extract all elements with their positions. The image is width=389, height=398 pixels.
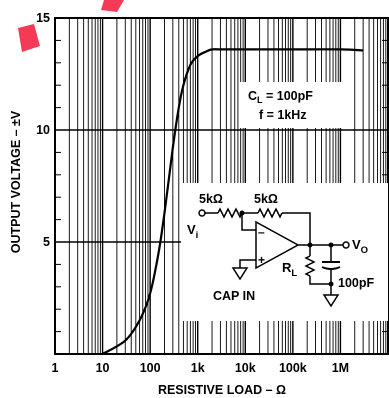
feedback-wire bbox=[282, 212, 311, 245]
op-amp bbox=[255, 220, 300, 270]
series-line bbox=[102, 48, 364, 355]
ground-symbol-input bbox=[231, 267, 249, 281]
x-tick-label: 1k bbox=[191, 361, 205, 375]
ground-symbol-output bbox=[322, 294, 340, 308]
rl-label: RL bbox=[282, 260, 297, 279]
x-tick-label: 10k bbox=[235, 361, 256, 375]
x-axis-label: RESISTIVE LOAD – Ω bbox=[158, 383, 286, 397]
x-tick-label: 1M bbox=[332, 361, 349, 375]
annotation-cl-value: = 100pF bbox=[263, 89, 314, 103]
x-tick-label: 100 bbox=[140, 361, 161, 375]
load-resistor-wire-bottom bbox=[309, 276, 331, 285]
rl-sub: L bbox=[291, 268, 297, 279]
vout-text: V bbox=[352, 237, 361, 252]
watermark-shape bbox=[18, 24, 40, 52]
resistor-r2 bbox=[257, 207, 283, 219]
inverting-wire bbox=[241, 213, 256, 231]
x-tick-label: 1 bbox=[52, 361, 59, 375]
output-terminal bbox=[342, 241, 350, 249]
vin-text: V bbox=[187, 222, 196, 237]
annotation-capacitance: CL = 100pF bbox=[248, 89, 313, 105]
y-tick-label: 10 bbox=[36, 123, 50, 137]
junction-dot bbox=[239, 210, 245, 216]
resistor-r1 bbox=[217, 207, 243, 219]
x-tick-label: 10 bbox=[96, 361, 110, 375]
vout-sub: O bbox=[361, 245, 368, 256]
y-tick-label: 5 bbox=[43, 235, 50, 249]
circuit-diagram: 5kΩ 5kΩ Vi – + CAP IN VO RL bbox=[181, 183, 388, 321]
tick-labels: 1 10 100 1k 10k 100k 1M 5 10 15 bbox=[36, 11, 349, 375]
rl-text: R bbox=[282, 260, 292, 275]
cap-label: 100pF bbox=[338, 276, 374, 290]
annotation-frequency: f = 1kHz bbox=[259, 108, 307, 122]
non-inverting-wire bbox=[239, 259, 256, 268]
op-amp-plus: + bbox=[258, 253, 265, 267]
r2-label: 5kΩ bbox=[254, 192, 278, 206]
vout-label: VO bbox=[352, 237, 368, 256]
x-tick-label: 100k bbox=[279, 361, 307, 375]
annotation-box bbox=[240, 82, 346, 128]
annotation-cl-sub: L bbox=[257, 95, 263, 105]
input-terminal bbox=[198, 209, 206, 217]
ground-junction-dot bbox=[328, 281, 334, 287]
cap-in-label: CAP IN bbox=[213, 289, 255, 303]
y-axis-label: OUTPUT VOLTAGE – ±V bbox=[9, 110, 23, 253]
vin-sub: i bbox=[196, 230, 199, 241]
annotation-cl: C bbox=[248, 89, 257, 103]
vin-label: Vi bbox=[187, 222, 198, 241]
resistor-rl bbox=[304, 255, 316, 277]
y-tick-label: 15 bbox=[36, 11, 50, 25]
watermark-shape bbox=[101, 0, 124, 12]
op-amp-minus: – bbox=[258, 225, 265, 239]
r1-label: 5kΩ bbox=[199, 192, 223, 206]
